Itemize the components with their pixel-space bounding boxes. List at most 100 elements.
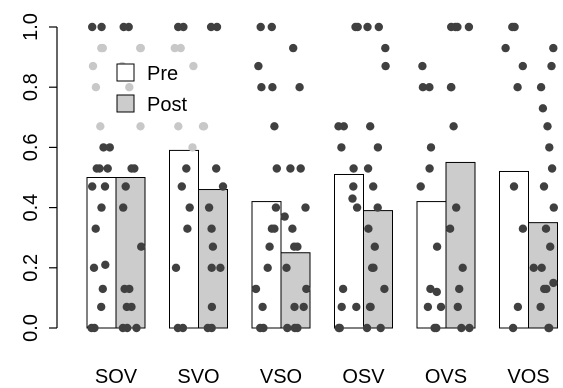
point-dark-vso-pre — [263, 263, 272, 272]
point-dark-vos-post — [536, 302, 545, 312]
point-dark-vos-pre — [518, 61, 527, 71]
point-dark-svo-post — [218, 182, 228, 191]
point-dark-osv-pre — [335, 323, 344, 333]
point-dark-svo-post — [212, 22, 222, 32]
point-dark-svo-post — [207, 302, 217, 312]
point-dark-ovs-pre — [430, 323, 439, 333]
point-dark-vos-post — [545, 143, 554, 152]
point-dark-osv-post — [363, 22, 372, 32]
point-dark-vso-post — [295, 83, 304, 92]
point-dark-vos-post — [529, 263, 538, 272]
point-dark-ovs-post — [455, 284, 464, 294]
point-dark-sov-pre — [92, 164, 102, 173]
point-dark-vos-post — [542, 284, 551, 294]
point-dark-vso-post — [280, 212, 289, 221]
point-dark-vso-pre — [256, 22, 265, 32]
point-dark-sov-pre — [105, 143, 115, 152]
x-label-svo: SVO — [177, 366, 219, 388]
point-dark-vos-post — [547, 164, 557, 173]
x-label-vos: VOS — [507, 366, 549, 388]
point-dark-ovs-pre — [426, 284, 435, 294]
point-dark-sov-pre — [88, 22, 97, 32]
point-light-svo-pre — [176, 43, 185, 53]
bar-pre-vos — [499, 170, 529, 329]
point-dark-osv-post — [376, 323, 385, 333]
bar-post-ovs — [445, 161, 476, 329]
point-dark-vos-post — [545, 323, 554, 333]
point-dark-vos-post — [537, 263, 546, 272]
point-dark-ovs-post — [447, 22, 456, 32]
point-dark-osv-pre — [337, 302, 346, 312]
point-dark-osv-post — [374, 22, 383, 32]
point-dark-osv-pre — [334, 122, 343, 131]
point-dark-svo-post — [207, 263, 216, 272]
point-dark-sov-pre — [89, 263, 99, 272]
point-dark-osv-pre — [352, 302, 361, 312]
x-label-osv: OSV — [342, 366, 385, 388]
point-dark-ovs-pre — [432, 287, 441, 297]
point-dark-osv-post — [373, 203, 382, 212]
point-dark-vso-pre — [265, 242, 274, 251]
point-dark-sov-pre — [87, 323, 96, 333]
point-dark-osv-pre — [353, 22, 362, 32]
point-dark-osv-pre — [348, 194, 357, 203]
point-dark-ovs-pre — [423, 302, 433, 312]
point-dark-osv-post — [373, 143, 383, 152]
point-dark-svo-pre — [182, 164, 191, 173]
point-dark-vos-pre — [513, 302, 523, 312]
point-dark-vso-post — [288, 224, 297, 233]
point-dark-osv-post — [362, 323, 372, 333]
point-dark-vos-pre — [508, 323, 518, 333]
x-label-vso: VSO — [260, 366, 302, 388]
point-dark-osv-post — [369, 182, 378, 191]
point-dark-osv-pre — [349, 164, 358, 173]
point-dark-sov-post — [130, 164, 139, 173]
point-dark-vos-post — [543, 122, 552, 131]
point-dark-vos-post — [549, 278, 558, 288]
y-tick-label: 0.2 — [20, 254, 42, 282]
x-label-ovs: OVS — [425, 366, 467, 388]
point-dark-sov-pre — [97, 203, 106, 212]
point-dark-osv-pre — [337, 143, 346, 152]
point-dark-vso-post — [301, 203, 310, 212]
point-light-svo-pre — [174, 122, 183, 131]
point-dark-ovs-post — [465, 323, 474, 333]
point-dark-vos-pre — [501, 43, 510, 53]
point-dark-vos-post — [549, 43, 558, 53]
point-dark-ovs-pre — [418, 61, 427, 71]
point-dark-ovs-post — [457, 323, 466, 333]
point-dark-sov-post — [123, 323, 132, 333]
point-light-sov-post — [136, 122, 145, 131]
point-dark-vso-pre — [257, 83, 266, 92]
point-dark-vso-post — [282, 263, 291, 272]
point-dark-sov-pre — [97, 302, 106, 312]
point-dark-vos-post — [547, 61, 556, 71]
y-tick-label: 0.8 — [20, 73, 42, 101]
point-dark-ovs-post — [453, 302, 462, 312]
y-tick-label: 0.4 — [20, 194, 42, 222]
point-dark-ovs-post — [458, 263, 467, 272]
point-dark-sov-post — [121, 182, 130, 191]
point-dark-vso-pre — [267, 22, 276, 32]
point-dark-osv-post — [369, 263, 378, 272]
point-dark-vos-pre — [508, 22, 517, 32]
point-dark-ovs-pre — [436, 302, 446, 312]
point-dark-vso-post — [302, 284, 311, 294]
point-dark-sov-post — [119, 203, 128, 212]
point-dark-sov-post — [122, 302, 131, 312]
point-dark-ovs-pre — [416, 182, 425, 191]
point-dark-ovs-pre — [425, 164, 434, 173]
point-dark-svo-pre — [174, 22, 183, 32]
point-dark-ovs-post — [445, 224, 455, 233]
bar-post-vos — [528, 222, 558, 329]
point-dark-svo-post — [212, 164, 221, 173]
legend-swatch-pre — [116, 63, 135, 82]
legend-label-pre: Pre — [147, 63, 178, 85]
point-dark-vso-post — [290, 302, 299, 312]
point-dark-osv-post — [380, 284, 389, 294]
point-dark-sov-pre — [100, 182, 110, 191]
point-dark-svo-pre — [171, 263, 181, 272]
x-label-sov: SOV — [95, 366, 138, 388]
point-dark-vso-post — [296, 164, 305, 173]
